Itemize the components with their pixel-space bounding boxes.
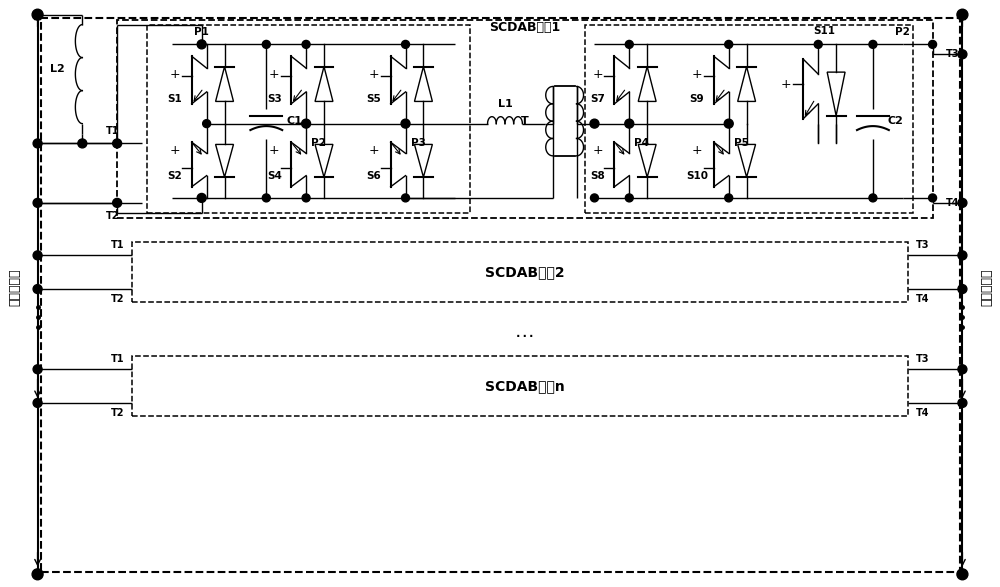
Circle shape [724,119,733,128]
Text: SCDAB单元1: SCDAB单元1 [489,21,560,34]
Circle shape [625,194,633,202]
Text: S2: S2 [167,171,182,181]
Text: +: + [692,68,702,80]
Text: T1: T1 [105,126,119,136]
Circle shape [113,139,122,148]
Text: T3: T3 [916,241,929,251]
Circle shape [33,365,42,374]
Circle shape [590,119,599,128]
Text: L2: L2 [50,64,65,74]
Text: T: T [521,116,529,126]
Circle shape [197,40,206,49]
Text: T4: T4 [916,408,929,418]
Circle shape [78,139,87,148]
Circle shape [957,9,968,20]
Text: S1: S1 [167,94,182,104]
Text: T3: T3 [916,355,929,365]
Text: +: + [592,68,603,80]
Circle shape [929,194,937,202]
Text: +: + [170,68,180,80]
Circle shape [32,9,43,20]
Circle shape [957,569,968,580]
Text: T2: T2 [111,408,124,418]
Text: L1: L1 [498,99,512,109]
Text: 低压直流侧: 低压直流侧 [981,268,994,306]
Circle shape [958,251,967,260]
Text: T2: T2 [105,211,119,221]
Text: S3: S3 [267,94,282,104]
Circle shape [33,198,42,207]
Circle shape [262,41,270,48]
Text: 高压直流侧: 高压直流侧 [8,268,21,306]
Circle shape [814,41,822,48]
Text: +: + [368,144,379,157]
Circle shape [302,41,310,48]
Text: T1: T1 [111,355,124,365]
Circle shape [958,365,967,374]
Circle shape [725,194,733,202]
Bar [147,25,470,212]
Text: C2: C2 [888,116,904,126]
Text: T2: T2 [111,294,124,304]
Text: S10: S10 [686,171,708,181]
Text: T1: T1 [111,241,124,251]
Circle shape [402,194,410,202]
Circle shape [958,399,967,407]
Text: SCDAB单元n: SCDAB单元n [485,379,565,393]
Text: P4: P4 [634,139,649,149]
Circle shape [625,119,634,128]
Circle shape [725,41,733,48]
Text: +: + [269,144,280,157]
Circle shape [32,569,43,580]
Bar [117,19,933,218]
Text: C1: C1 [286,116,302,126]
Text: P2: P2 [311,139,326,149]
Circle shape [590,194,598,202]
Text: S11: S11 [813,26,835,36]
Text: T3: T3 [946,49,959,59]
Circle shape [33,285,42,294]
Text: P1: P1 [194,28,209,38]
Text: T4: T4 [946,198,959,208]
Circle shape [869,41,877,48]
Text: P2: P2 [895,28,910,38]
Text: S4: S4 [267,171,282,181]
Circle shape [958,50,967,59]
Circle shape [197,194,206,203]
Circle shape [33,139,42,148]
Circle shape [929,41,937,48]
Text: +: + [692,144,702,157]
Text: T4: T4 [916,294,929,304]
Text: S5: S5 [366,94,381,104]
Circle shape [401,119,410,128]
Text: +: + [269,68,280,80]
Circle shape [302,119,311,128]
Circle shape [33,399,42,407]
Circle shape [869,194,877,202]
Text: …: … [515,322,535,341]
Text: S6: S6 [366,171,381,181]
Circle shape [958,285,967,294]
Text: S9: S9 [690,94,704,104]
Text: +: + [592,144,603,157]
Circle shape [33,251,42,260]
Bar [132,242,908,302]
Text: +: + [170,144,180,157]
Text: +: + [781,77,792,90]
Text: S8: S8 [590,171,605,181]
Bar [585,25,913,212]
Text: +: + [368,68,379,80]
Circle shape [262,194,270,202]
Circle shape [203,120,211,127]
Circle shape [958,198,967,207]
Bar [132,356,908,416]
Circle shape [625,41,633,48]
Text: S7: S7 [590,94,605,104]
Circle shape [402,41,410,48]
Circle shape [302,194,310,202]
Text: SCDAB单元2: SCDAB单元2 [485,265,565,279]
Circle shape [113,198,122,207]
Text: P5: P5 [734,139,749,149]
Text: P3: P3 [411,139,425,149]
